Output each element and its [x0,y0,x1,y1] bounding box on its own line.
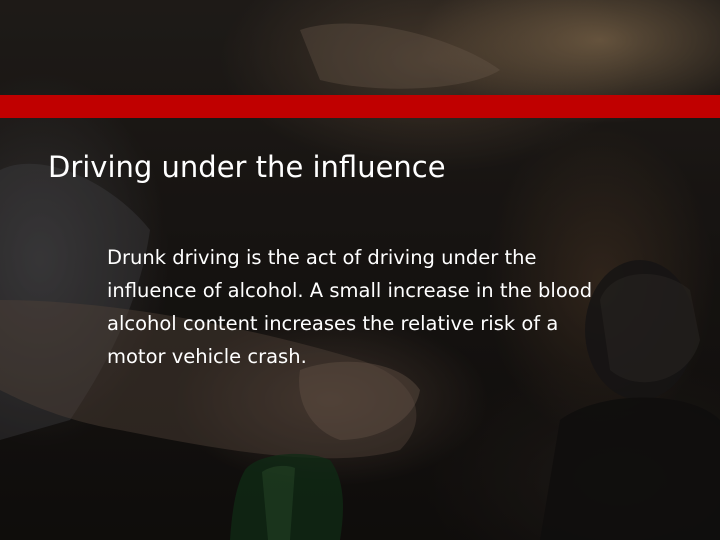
slide-body-text: Drunk driving is the act of driving unde… [107,246,593,368]
accent-band [0,95,720,118]
slide-title: Driving under the influence [48,150,446,184]
